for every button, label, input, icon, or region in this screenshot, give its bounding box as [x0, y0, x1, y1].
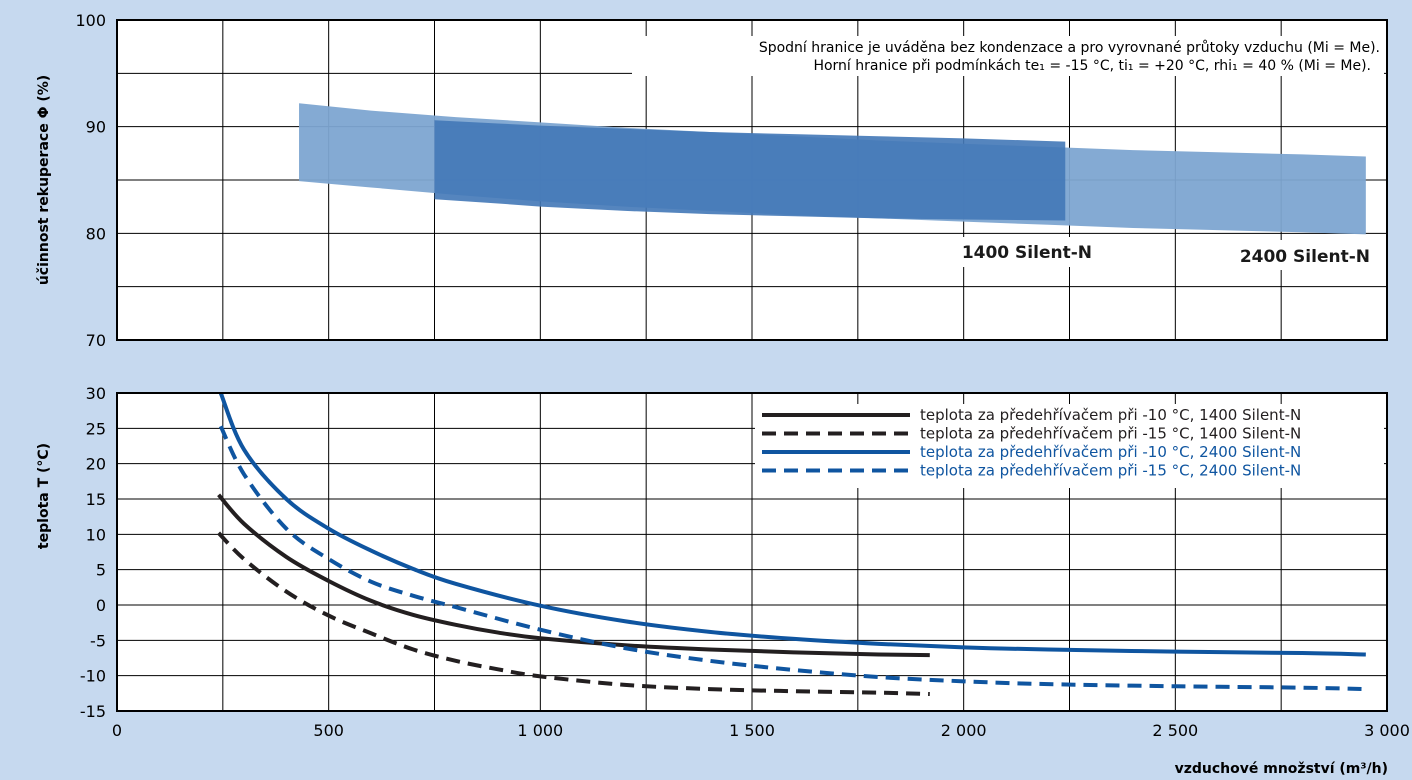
temperature-y-tick-label: 25	[86, 419, 106, 438]
temperature-series	[217, 392, 1366, 697]
x-tick-label: 1 000	[517, 721, 563, 740]
temperature-y-axis-title: teplota T (°C)	[36, 443, 52, 549]
band-label-2400: 2400 Silent-N	[1240, 247, 1370, 267]
legend-label-line-2400-minus10: teplota za předehřívačem při -10 °C, 240…	[920, 443, 1301, 461]
x-tick-label: 2 000	[941, 721, 987, 740]
band-label-bg-2400	[1215, 240, 1375, 270]
temperature-line-1400-minus10	[217, 493, 930, 658]
efficiency-y-tick-label: 70	[86, 331, 106, 350]
temperature-plot-border	[116, 392, 1388, 712]
band-label-1400: 1400 Silent-N	[962, 243, 1092, 263]
temperature-y-tick-label: 15	[86, 490, 106, 509]
temperature-y-tick-label: -15	[80, 702, 106, 721]
legend-label-line-1400-minus15: teplota za předehřívačem při -15 °C, 140…	[920, 425, 1301, 443]
temperature-y-tick-label: 5	[96, 561, 106, 580]
temperature-line-1400-minus15	[217, 531, 930, 697]
x-tick-label: 500	[313, 721, 344, 740]
temperature-grid	[117, 393, 1387, 711]
efficiency-y-ticks: 100 90 80 70	[75, 11, 106, 350]
efficiency-bands	[299, 103, 1366, 235]
efficiency-plot-border	[116, 19, 1388, 341]
efficiency-y-axis-title: účinnost rekuperace Φ (%)	[36, 75, 52, 285]
temperature-y-tick-label: 20	[86, 455, 106, 474]
efficiency-y-tick-label: 90	[86, 118, 106, 137]
note-line-2: Horní hranice při podmínkách te₁ = -15 °…	[813, 58, 1371, 74]
temperature-y-tick-label: 30	[86, 384, 106, 403]
legend-label-line-1400-minus10: teplota za předehřívačem při -10 °C, 140…	[920, 406, 1301, 424]
temperature-y-tick-label: 0	[96, 596, 106, 615]
efficiency-band-1400	[434, 120, 1066, 221]
note-box	[632, 36, 1384, 76]
x-tick-label: 3 000	[1364, 721, 1410, 740]
x-tick-label: 1 500	[729, 721, 775, 740]
temperature-y-tick-label: -10	[80, 667, 106, 686]
temperature-y-tick-label: -5	[90, 631, 106, 650]
legend-background	[755, 404, 1384, 488]
efficiency-y-tick-label: 100	[75, 11, 106, 30]
temperature-y-tick-label: 10	[86, 525, 106, 544]
temperature-x-ticks: 0 500 1 000 1 500 2 000 2 500 3 000	[112, 721, 1410, 740]
band-label-bg-1400	[940, 237, 1100, 267]
legend-label-line-2400-minus15: teplota za předehřívačem při -15 °C, 240…	[920, 462, 1301, 480]
x-axis-title: vzduchové množství (m³/h)	[1175, 761, 1388, 777]
efficiency-y-tick-label: 80	[86, 224, 106, 243]
x-tick-label: 2 500	[1152, 721, 1198, 740]
legend	[755, 404, 1384, 488]
temperature-line-2400-minus15	[218, 425, 1366, 692]
x-tick-label: 0	[112, 721, 122, 740]
temperature-y-ticks: 30 25 20 15 10 5 0 -5 -10 -15	[80, 384, 106, 721]
legend-items: teplota za předehřívačem při -10 °C, 140…	[762, 406, 1301, 480]
note-line-1: Spodní hranice je uváděna bez kondenzace…	[759, 40, 1380, 56]
temperature-line-2400-minus10	[218, 392, 1366, 657]
